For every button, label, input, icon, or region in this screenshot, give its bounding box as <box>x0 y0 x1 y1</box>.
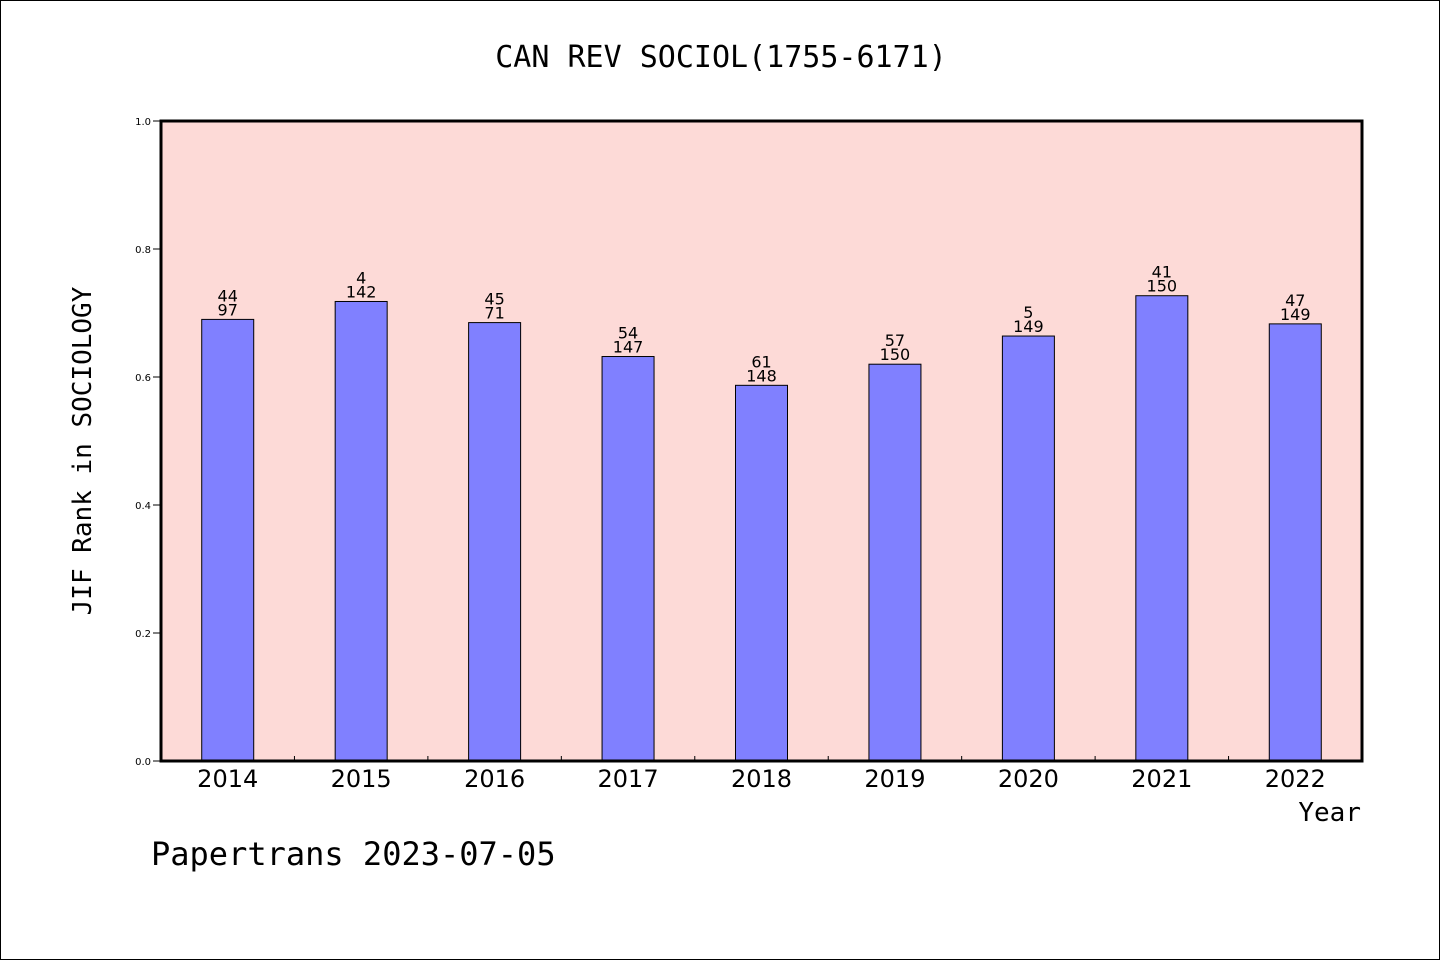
bar-label-rank: 45 <box>484 290 504 309</box>
x-tick-label: 2015 <box>331 765 392 793</box>
bar <box>601 356 655 762</box>
bar-label-total: 150 <box>880 345 911 364</box>
x-tick-label: 2014 <box>197 765 258 793</box>
y-tick-label: 1.0 <box>135 117 151 128</box>
y-tick-label: 0.2 <box>135 629 151 640</box>
y-tick-label: 0.0 <box>135 757 151 768</box>
footer-text: Papertrans 2023-07-05 <box>151 835 556 873</box>
bar-label-rank: 61 <box>751 352 771 371</box>
bar-label-total: 71 <box>484 304 504 323</box>
bar-label-total: 97 <box>218 300 238 319</box>
bar-label-rank: 41 <box>1152 263 1172 282</box>
y-tick-label: 0.6 <box>135 373 151 384</box>
x-tick-label: 2022 <box>1265 765 1326 793</box>
x-axis: 2014 2015 2016 2017 2018 2019 2020 2021 2022 <box>197 756 1326 793</box>
y-tick-label: 0.8 <box>135 245 151 256</box>
chart-title: CAN REV SOCIOL(1755-6171) <box>495 40 947 75</box>
x-axis-label: Year <box>1298 798 1361 828</box>
plot-border <box>159 119 1364 763</box>
bar-label-rank: 44 <box>218 286 238 305</box>
bar-label-total: 149 <box>1280 305 1311 324</box>
bar <box>468 322 522 762</box>
bar <box>868 363 922 762</box>
y-tick-label: 0.4 <box>135 501 151 512</box>
bar <box>201 318 255 762</box>
bar-series <box>201 295 1322 762</box>
bar-label-total: 148 <box>746 366 777 385</box>
bar-label-rank: 4 <box>356 268 366 287</box>
bar <box>1135 295 1189 762</box>
x-tick-label: 2018 <box>731 765 792 793</box>
x-tick-label: 2020 <box>998 765 1059 793</box>
bar-label-rank: 47 <box>1285 291 1305 310</box>
bar <box>735 384 788 762</box>
x-tick-label: 2019 <box>864 765 925 793</box>
x-tick-label: 2016 <box>464 765 525 793</box>
x-tick-label: 2017 <box>598 765 659 793</box>
bar <box>1001 335 1055 762</box>
bar <box>334 300 388 762</box>
bar-label-total: 150 <box>1147 277 1178 296</box>
bar-label-rank: 54 <box>618 324 638 343</box>
bar-label-total: 149 <box>1013 317 1044 336</box>
bar-label-total: 147 <box>613 338 644 357</box>
bar-label-rank: 57 <box>885 331 905 350</box>
y-axis: 0.0 0.2 0.4 0.6 0.8 1.0 <box>135 117 161 768</box>
x-tick-label: 2021 <box>1131 765 1192 793</box>
bar-label-rank: 5 <box>1023 303 1033 322</box>
bar-label-total: 142 <box>346 282 377 301</box>
y-axis-label: JIF Rank in SOCIOLOGY <box>68 286 98 615</box>
bar <box>1268 323 1322 762</box>
